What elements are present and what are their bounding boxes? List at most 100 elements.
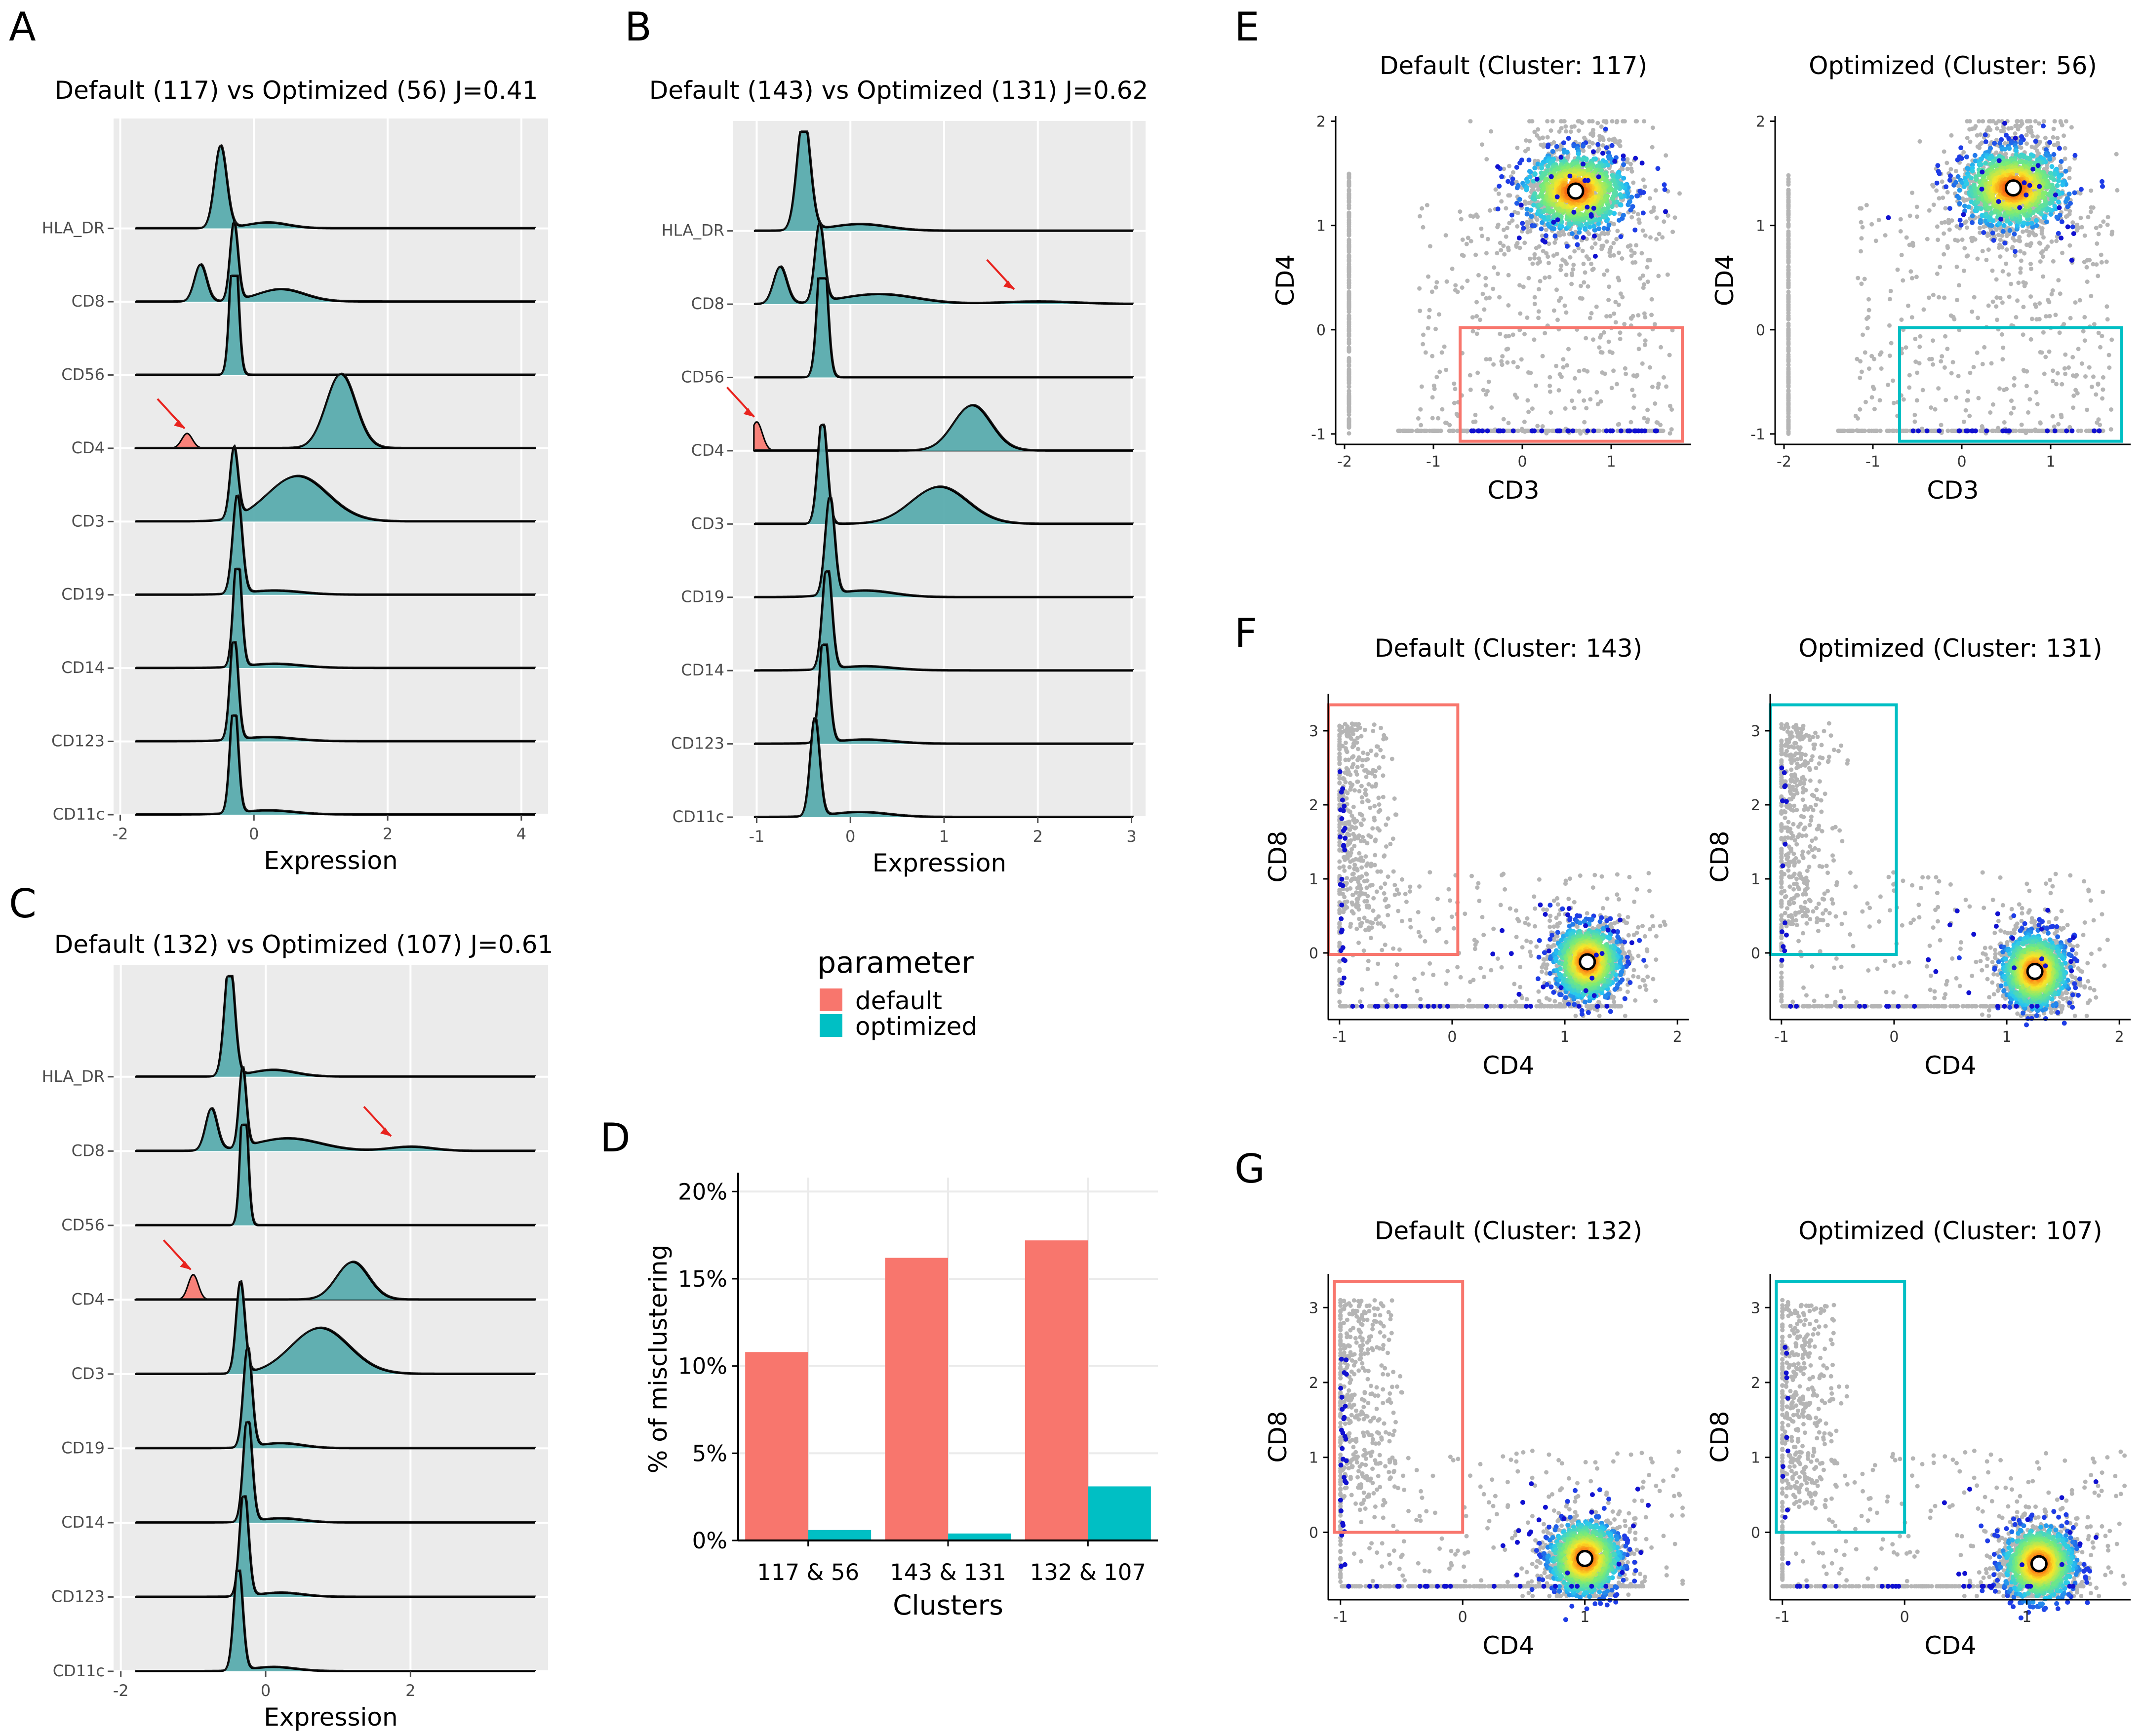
point-grey: [1786, 173, 1791, 178]
point-cluster: [1606, 156, 1612, 161]
point-cluster: [1514, 164, 1519, 170]
point-grey: [1855, 429, 1860, 434]
x-tick-label: 1: [939, 827, 949, 846]
point-grey: [1984, 257, 1989, 262]
point-grey: [1899, 252, 1904, 257]
point-grey: [1402, 429, 1407, 434]
point-grey: [1965, 253, 1970, 258]
ridge-outline2-CD8: [136, 1065, 536, 1151]
point-cluster: [1517, 197, 1522, 202]
point-grey: [2000, 233, 2005, 238]
point-grey: [2051, 156, 2056, 161]
point-grey: [1990, 268, 1995, 273]
point-cluster: [1596, 221, 1601, 227]
point-grey: [1418, 214, 1422, 219]
point-grey: [1501, 243, 1506, 248]
point-grey: [1980, 361, 1985, 366]
point-cluster: [1574, 235, 1580, 240]
ridge-outline2-CD56: [136, 275, 536, 375]
point-grey: [2089, 294, 2094, 299]
point-grey: [1582, 398, 1587, 403]
point-grey: [2063, 371, 2068, 376]
ridge-outline-CD14: [135, 1421, 535, 1524]
point-grey: [1599, 124, 1604, 129]
point-grey: [1545, 119, 1550, 124]
point-grey: [1347, 337, 1351, 342]
point-grey: [1559, 144, 1564, 149]
point-grey: [1953, 168, 1958, 173]
point-grey: [1347, 196, 1351, 201]
point-grey: [1551, 253, 1556, 258]
point-grey: [2085, 407, 2090, 412]
point-grey: [2018, 270, 2023, 275]
point-grey: [1501, 417, 1506, 422]
point-cluster: [1529, 214, 1534, 219]
point-blue: [1516, 236, 1522, 240]
x-tick-label: 3: [1126, 827, 1136, 846]
y-tick-label: HLA_DR: [42, 219, 105, 237]
point-grey: [1347, 262, 1351, 267]
point-grey: [1931, 292, 1936, 297]
point-grey: [1489, 405, 1494, 410]
point-cluster: [2065, 204, 2070, 209]
point-grey: [2107, 365, 2112, 370]
point-grey: [2022, 251, 2027, 256]
point-grey: [1912, 412, 1917, 417]
point-grey: [1906, 303, 1910, 308]
point-grey: [1669, 427, 1674, 432]
point-grey: [1550, 119, 1555, 124]
centroid-marker: [1567, 182, 1585, 200]
point-cluster: [1591, 224, 1597, 229]
point-grey: [1557, 372, 1562, 377]
point-grey: [2035, 402, 2040, 406]
point-grey: [1935, 272, 1940, 276]
point-grey: [1637, 332, 1642, 337]
point-grey: [1589, 311, 1594, 316]
y-tick-label: 2: [1316, 114, 1326, 131]
point-cluster: [1958, 145, 1964, 151]
point-grey: [1887, 297, 1892, 302]
point-grey: [1927, 208, 1932, 213]
point-grey: [1525, 398, 1530, 403]
point-grey: [1650, 385, 1655, 389]
point-grey: [1515, 429, 1520, 434]
point-grey: [1914, 398, 1919, 403]
point-grey: [1949, 371, 1954, 376]
point-blue: [1581, 235, 1586, 240]
point-grey: [1558, 268, 1563, 273]
point-grey: [1642, 184, 1647, 189]
point-grey: [1452, 400, 1457, 405]
point-grey: [1535, 424, 1540, 429]
point-grey: [2042, 371, 2047, 376]
point-grey: [1548, 128, 1553, 133]
point-grey: [1532, 252, 1537, 257]
point-cluster: [1969, 175, 1974, 181]
point-grey: [1614, 237, 1619, 241]
point-grey: [1518, 311, 1523, 316]
panel-b-ridgeline: Default (143) vs Optimized (131) J=0.62H…: [649, 76, 1149, 877]
point-grey: [1871, 429, 1876, 434]
point-cluster: [2066, 191, 2072, 197]
point-grey: [1786, 182, 1791, 187]
point-cluster: [1526, 158, 1532, 163]
point-grey: [1584, 336, 1588, 341]
point-grey: [1474, 212, 1479, 217]
plot-background: [114, 965, 548, 1671]
point-grey: [1473, 252, 1478, 257]
point-grey: [1654, 215, 1659, 220]
point-grey: [1543, 331, 1547, 336]
point-grey: [1464, 241, 1469, 246]
chart-title: Default (143) vs Optimized (131) J=0.62: [649, 76, 1149, 105]
point-grey: [2006, 272, 2011, 277]
point-cluster: [1970, 220, 1975, 225]
point-grey: [1898, 217, 1903, 222]
point-grey: [1460, 237, 1465, 242]
point-grey: [1971, 365, 1976, 369]
point-grey: [1650, 125, 1655, 130]
point-grey: [1487, 208, 1492, 213]
point-grey: [1432, 429, 1437, 434]
point-grey: [2051, 368, 2056, 373]
point-grey: [1347, 424, 1351, 429]
x-tick-label: 132 & 107: [1030, 1559, 1146, 1585]
point-grey: [1347, 401, 1351, 406]
